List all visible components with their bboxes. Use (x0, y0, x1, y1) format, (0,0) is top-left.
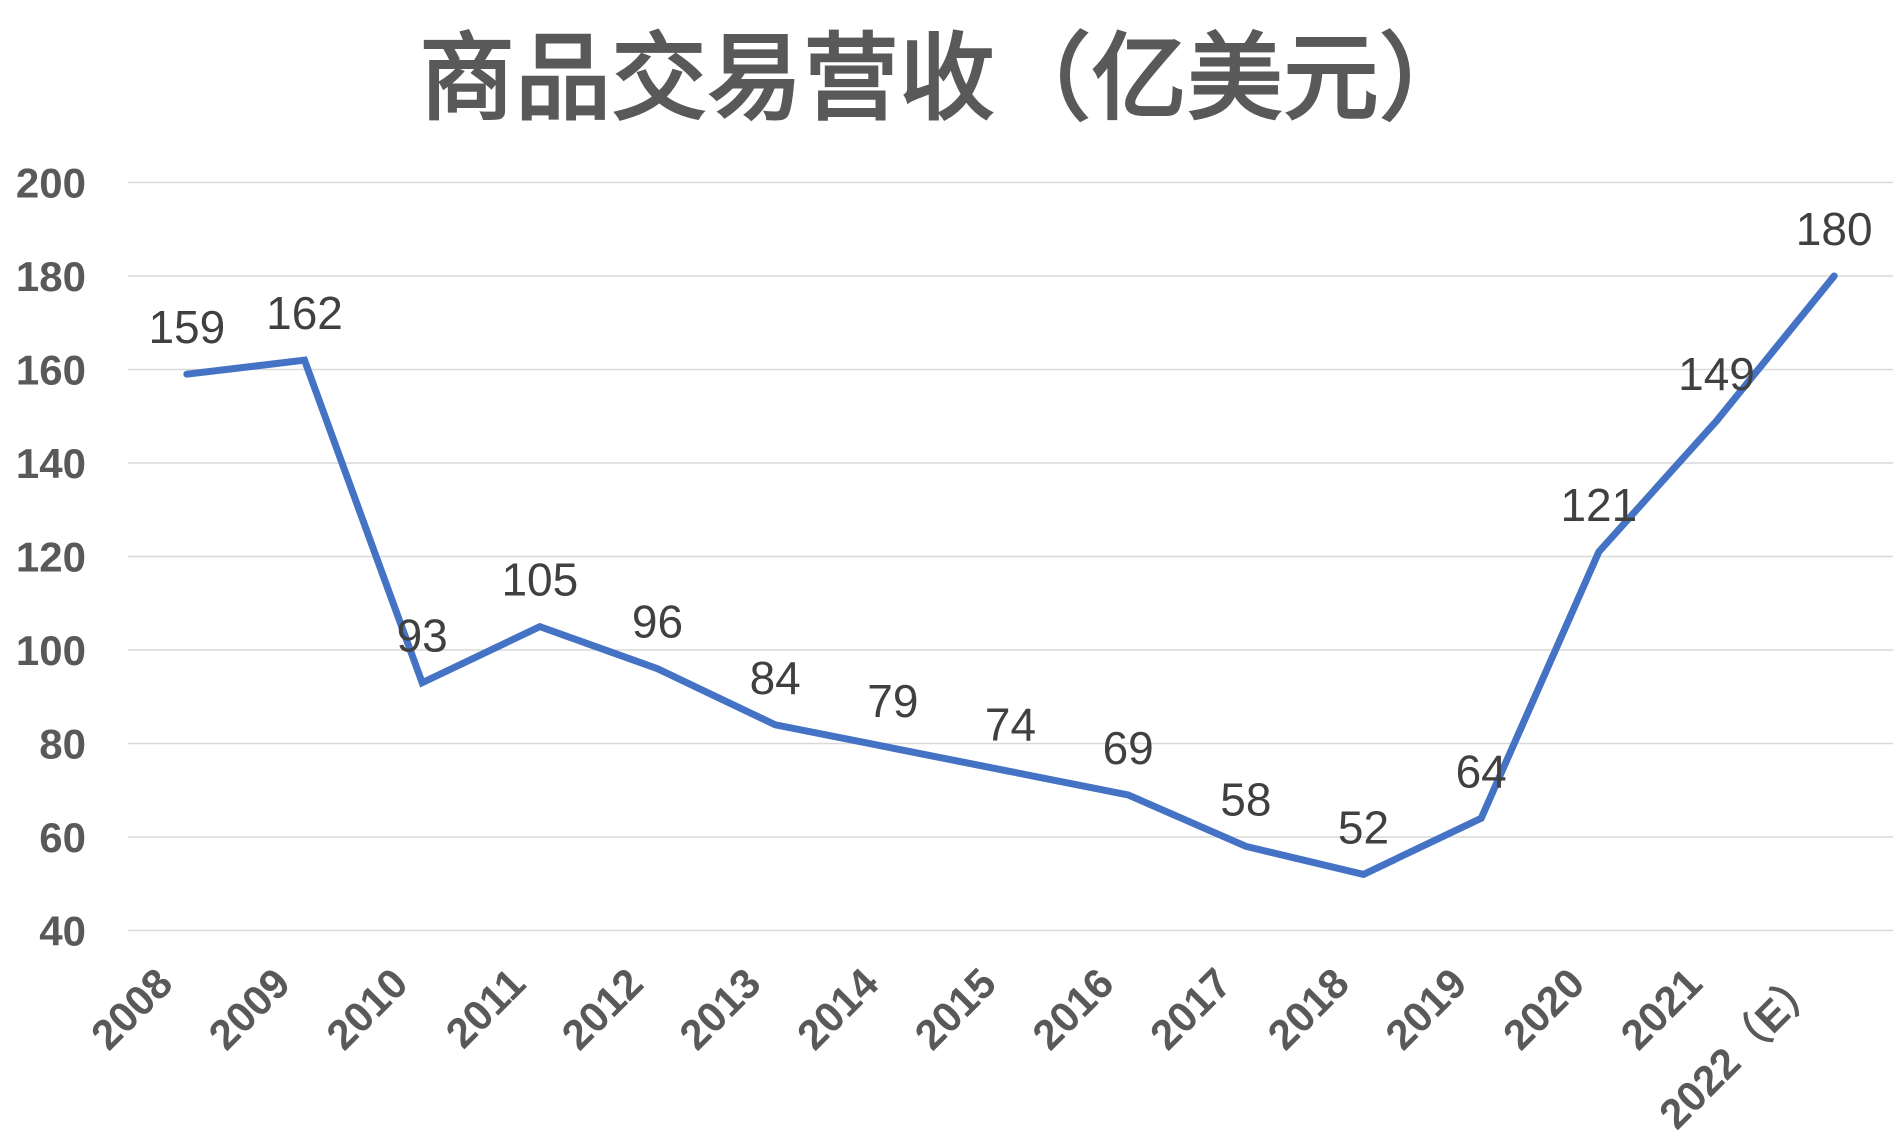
data-label-2015: 74 (985, 699, 1036, 751)
y-tick-label-80: 80 (39, 721, 86, 768)
x-tick-label-2013: 2013 (670, 959, 769, 1058)
x-tick-label-2019: 2019 (1376, 959, 1475, 1058)
x-tick-label-2017: 2017 (1141, 959, 1240, 1058)
data-label-2008: 159 (148, 301, 225, 353)
data-label-2020: 121 (1560, 479, 1637, 531)
x-tick-label-2009: 2009 (200, 959, 299, 1058)
x-tick-label-2020: 2020 (1494, 959, 1593, 1058)
x-tick-label-2011: 2011 (437, 959, 535, 1057)
data-label-2018: 52 (1338, 801, 1389, 853)
chart-title: 商品交易营收（亿美元） (419, 26, 1476, 132)
y-tick-label-100: 100 (16, 627, 86, 674)
x-tick-label-2015: 2015 (906, 959, 1005, 1058)
y-tick-label-160: 160 (16, 347, 86, 394)
y-tick-label-40: 40 (39, 908, 86, 955)
x-tick-label-2016: 2016 (1023, 959, 1122, 1058)
y-tick-label-120: 120 (16, 534, 86, 581)
revenue-line (183, 272, 1838, 879)
x-tick-label-2008: 2008 (82, 959, 181, 1058)
data-label-2022-e: 180 (1796, 203, 1873, 255)
data-label-2014: 79 (867, 675, 918, 727)
x-tick-label-2018: 2018 (1259, 959, 1358, 1058)
data-label-2016: 69 (1103, 722, 1154, 774)
x-tick-label-2012: 2012 (553, 959, 652, 1058)
x-tick-label-2021: 2021 (1612, 959, 1711, 1058)
x-tick-label-2010: 2010 (317, 959, 416, 1058)
data-label-2013: 84 (750, 652, 801, 704)
data-label-2010: 93 (397, 610, 448, 662)
data-label-2021: 149 (1678, 348, 1755, 400)
data-label-2012: 96 (632, 596, 683, 648)
y-tick-label-60: 60 (39, 814, 86, 861)
data-label-2017: 58 (1220, 773, 1271, 825)
data-label-2019: 64 (1456, 745, 1507, 797)
y-tick-label-180: 180 (16, 253, 86, 300)
y-tick-label-200: 200 (16, 160, 86, 207)
data-label-2011: 105 (501, 554, 578, 606)
x-tick-label-2014: 2014 (788, 959, 888, 1059)
y-tick-label-140: 140 (16, 440, 86, 487)
data-label-2009: 162 (266, 287, 343, 339)
